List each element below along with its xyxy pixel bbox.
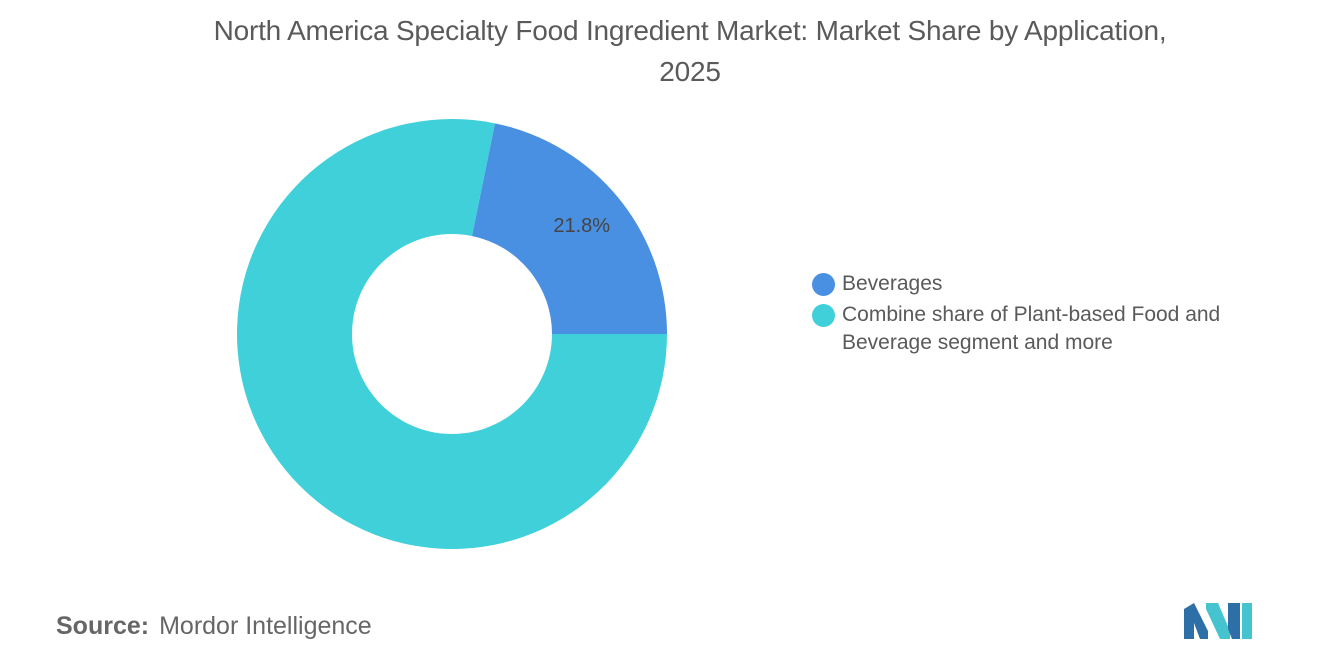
legend-label-2: Combine share of Plant-based Food and Be… bbox=[842, 303, 1221, 354]
data-label-1: 21.8% bbox=[553, 215, 610, 237]
legend-label-1: Beverages bbox=[842, 272, 943, 295]
legend-item-1: Beverages bbox=[812, 270, 1282, 298]
source-value: Mordor Intelligence bbox=[159, 612, 372, 640]
donut-slice-1 bbox=[471, 123, 667, 334]
legend-item-2: Combine share of Plant-based Food and Be… bbox=[812, 301, 1282, 357]
donut-data-labels: 21.8% bbox=[553, 215, 610, 237]
mordor-intelligence-logo-icon bbox=[1184, 603, 1252, 639]
donut-slice-2 bbox=[236, 118, 667, 550]
source-note: Source: Mordor Intelligence bbox=[56, 612, 372, 641]
chart-title: North America Specialty Food Ingredient … bbox=[213, 15, 1167, 87]
source-label: Source: bbox=[56, 612, 150, 640]
legend-swatch-2 bbox=[812, 304, 835, 327]
legend: Beverages Combine share of Plant-based Fo… bbox=[812, 270, 1282, 360]
donut-slices bbox=[236, 118, 667, 550]
legend-swatch-1 bbox=[812, 273, 835, 296]
